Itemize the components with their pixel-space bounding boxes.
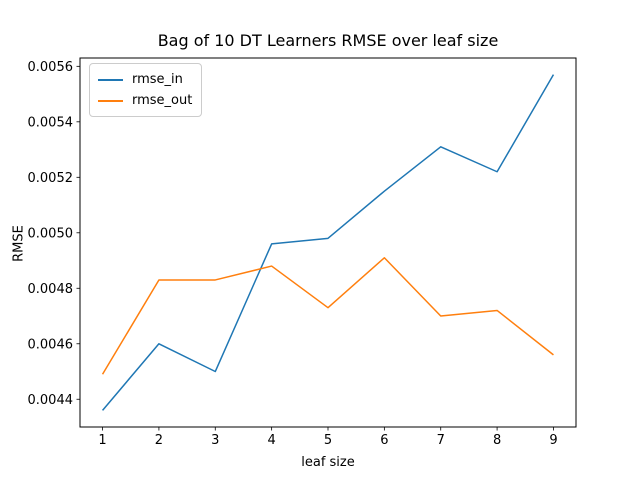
line-rmse_out xyxy=(101,257,554,375)
x-tick-label: 9 xyxy=(549,433,557,448)
legend-line-sample-rmse-in xyxy=(98,78,123,81)
x-tick-label: 3 xyxy=(211,433,219,448)
x-tick-label: 5 xyxy=(324,433,332,448)
x-axis-label: leaf size xyxy=(301,455,355,470)
legend-label-rmse-out: rmse_out xyxy=(132,93,193,108)
chart-title: Bag of 10 DT Learners RMSE over leaf siz… xyxy=(157,31,499,50)
y-axis-label: RMSE xyxy=(11,225,27,262)
x-tick-label: 7 xyxy=(437,433,445,448)
x-tick-label: 1 xyxy=(98,433,106,448)
x-tick-label: 6 xyxy=(380,433,388,448)
legend-line-sample-rmse-out xyxy=(98,99,123,102)
legend-entry-rmse-out: rmse_out xyxy=(98,90,192,111)
y-tick-label: 0.0054 xyxy=(28,115,74,130)
y-tick-label: 0.0052 xyxy=(28,171,74,186)
y-tick-label: 0.0046 xyxy=(28,337,74,352)
x-tick-label: 2 xyxy=(155,433,163,448)
x-tick-label: 8 xyxy=(493,433,501,448)
y-tick-label: 0.0048 xyxy=(28,282,74,297)
plot-border xyxy=(79,57,577,428)
y-tick-label: 0.0050 xyxy=(28,226,74,241)
x-tick-label: 4 xyxy=(267,433,275,448)
legend-entry-rmse-in: rmse_in xyxy=(98,69,192,90)
line-rmse_in xyxy=(101,74,555,411)
y-tick-label: 0.0044 xyxy=(28,393,74,408)
legend-label-rmse-in: rmse_in xyxy=(132,72,183,87)
y-tick-label: 0.0056 xyxy=(28,60,74,75)
legend-box: rmse_in rmse_out xyxy=(89,63,203,117)
